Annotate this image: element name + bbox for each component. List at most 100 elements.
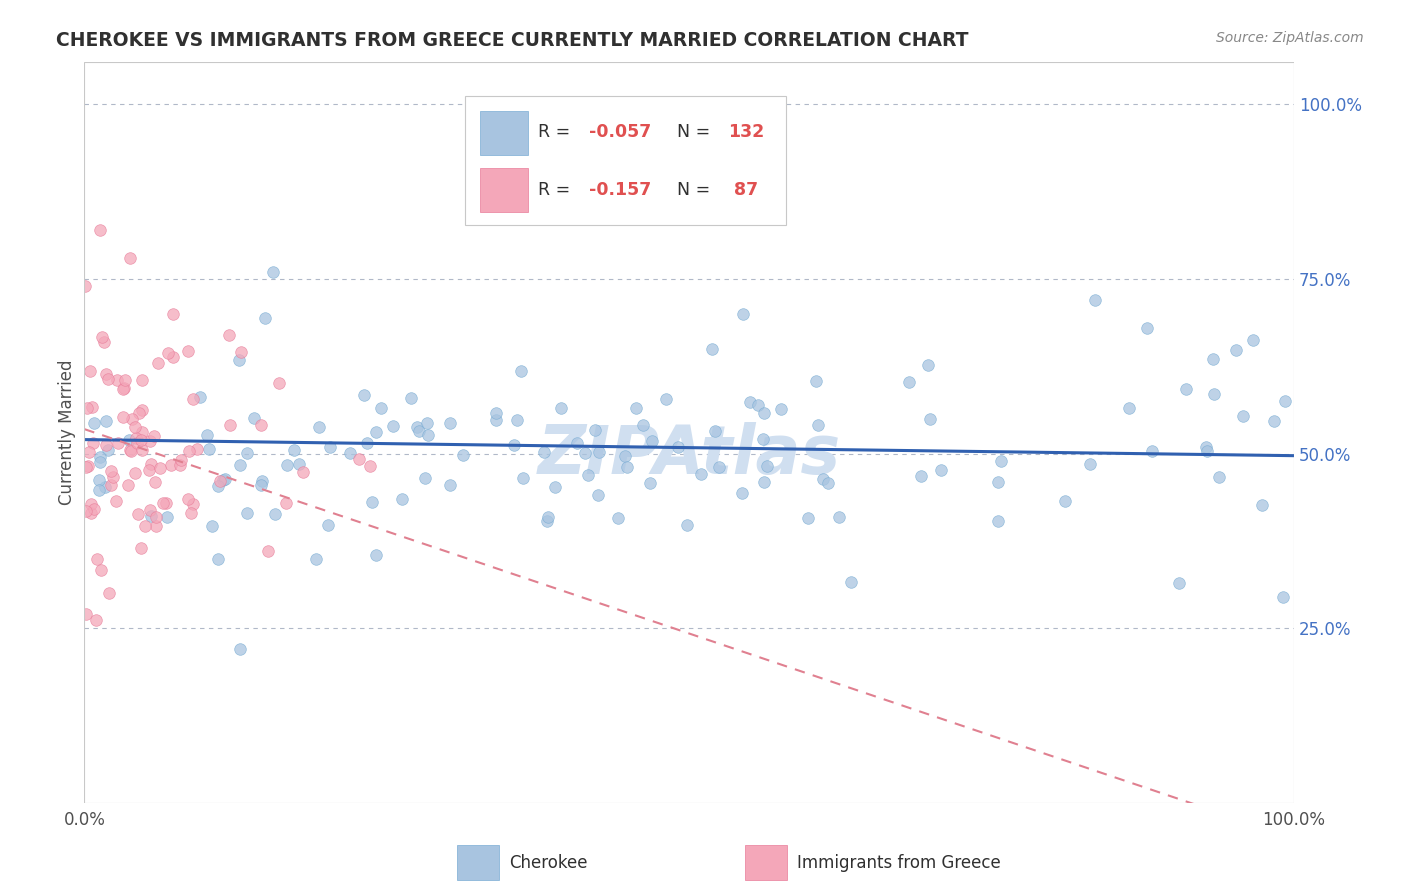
Point — [207, 552, 229, 566]
Point — [391, 491, 413, 506]
Point — [152, 496, 174, 510]
Point — [131, 442, 153, 457]
Point — [112, 410, 135, 425]
Text: CHEROKEE VS IMMIGRANTS FROM GREECE CURRENTLY MARRIED CORRELATION CHART: CHEROKEE VS IMMIGRANTS FROM GREECE CURRE… — [56, 31, 969, 50]
Point — [148, 356, 170, 370]
Point — [533, 445, 555, 459]
Point — [77, 458, 100, 473]
Point — [87, 483, 110, 497]
Point — [218, 327, 240, 342]
Point — [704, 424, 727, 438]
Point — [731, 486, 754, 500]
Point — [811, 472, 834, 486]
Point — [406, 420, 429, 434]
Point — [120, 251, 142, 265]
Point — [1084, 293, 1107, 307]
Point — [361, 494, 384, 508]
Text: N =: N = — [676, 181, 710, 199]
Point — [382, 419, 405, 434]
FancyBboxPatch shape — [479, 168, 529, 212]
Point — [512, 471, 534, 485]
Point — [751, 432, 773, 446]
Point — [198, 442, 221, 456]
Point — [138, 462, 160, 476]
Point — [114, 374, 136, 388]
Point — [318, 441, 340, 455]
FancyBboxPatch shape — [465, 95, 786, 226]
Point — [131, 373, 153, 387]
Point — [929, 463, 952, 477]
Point — [97, 442, 120, 457]
Point — [752, 406, 775, 420]
Point — [506, 413, 529, 427]
Point — [1195, 440, 1218, 454]
Point — [80, 506, 103, 520]
Point — [655, 392, 678, 406]
Point — [82, 435, 104, 450]
Point — [606, 511, 628, 525]
Point — [576, 468, 599, 483]
Point — [1263, 414, 1285, 428]
Point — [401, 391, 423, 405]
Point — [76, 401, 98, 415]
Point — [243, 411, 266, 425]
Point — [359, 458, 381, 473]
Point — [276, 458, 298, 472]
Point — [143, 429, 166, 443]
Y-axis label: Currently Married: Currently Married — [58, 359, 76, 506]
Point — [112, 381, 135, 395]
Point — [583, 423, 606, 437]
Point — [117, 478, 139, 492]
Point — [700, 342, 723, 356]
Point — [124, 466, 146, 480]
Point — [485, 406, 508, 420]
Point — [565, 436, 588, 450]
Point — [910, 469, 932, 483]
Point — [370, 401, 392, 416]
Point — [318, 517, 340, 532]
Point — [1054, 494, 1077, 508]
Point — [186, 442, 208, 456]
Point — [276, 496, 298, 510]
Point — [439, 478, 461, 492]
Point — [214, 472, 236, 486]
Point — [1225, 343, 1247, 357]
Point — [641, 434, 664, 448]
Point — [155, 496, 177, 510]
Point — [117, 433, 139, 447]
Point — [93, 480, 115, 494]
Point — [669, 181, 692, 195]
Point — [1168, 576, 1191, 591]
Point — [1080, 458, 1102, 472]
Point — [796, 511, 818, 525]
Point — [347, 452, 370, 467]
Point — [160, 458, 183, 473]
Point — [415, 471, 437, 485]
Point — [96, 438, 118, 452]
Point — [75, 460, 97, 475]
Point — [90, 563, 112, 577]
Point — [1232, 409, 1254, 423]
Point — [738, 395, 761, 409]
Point — [120, 444, 142, 458]
Point — [139, 458, 162, 472]
Point — [731, 307, 754, 321]
Point — [177, 492, 200, 507]
Point — [366, 548, 388, 562]
Point — [839, 574, 862, 589]
Text: N =: N = — [676, 123, 710, 141]
Point — [263, 508, 285, 522]
Point — [616, 460, 638, 475]
Point — [503, 438, 526, 452]
Point — [229, 345, 252, 359]
Point — [1274, 394, 1296, 409]
Point — [128, 406, 150, 420]
Point — [1197, 444, 1219, 458]
Point — [1202, 386, 1225, 401]
Point — [1140, 443, 1163, 458]
Point — [418, 428, 440, 442]
Point — [218, 418, 240, 433]
Point — [613, 450, 636, 464]
Point — [118, 442, 141, 457]
Point — [75, 504, 97, 518]
